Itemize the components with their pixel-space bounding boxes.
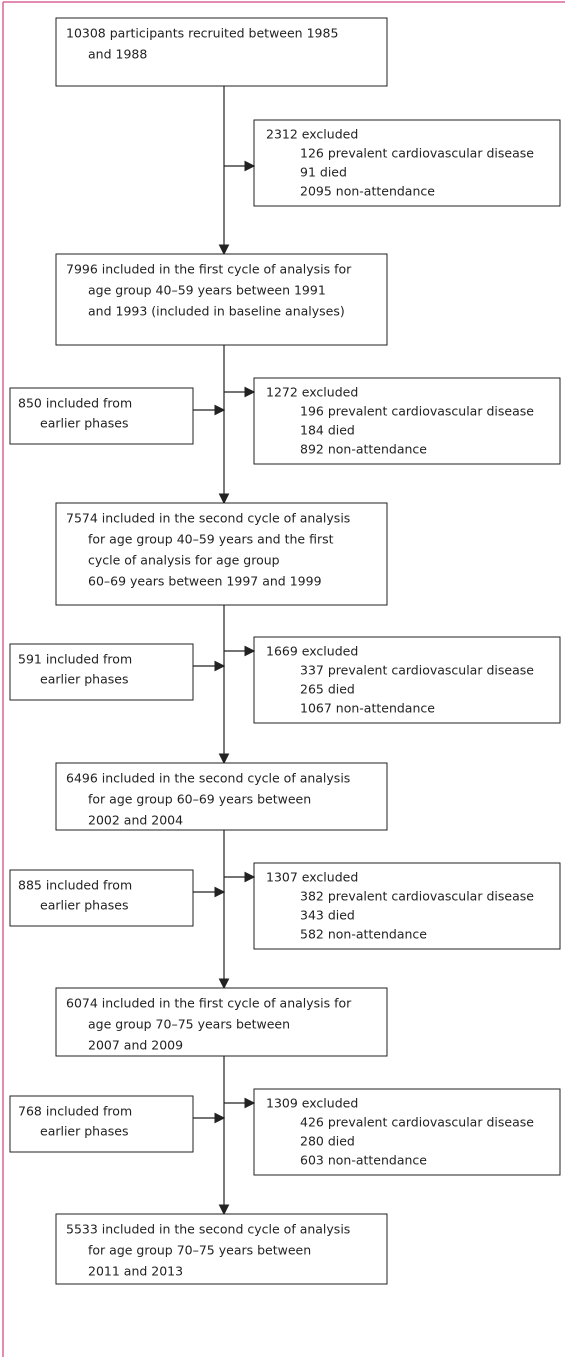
main-box (55, 17, 388, 87)
box-text: 126 prevalent cardiovascular disease (300, 146, 534, 161)
box-text: 91 died (300, 165, 347, 180)
box-text: 2095 non-attendance (300, 184, 435, 199)
box-text: 850 included from (18, 396, 132, 411)
main-box (55, 987, 388, 1057)
box-text: 6496 included in the second cycle of ana… (66, 771, 350, 786)
box-text: 184 died (300, 423, 355, 438)
box-text: 5533 included in the second cycle of ana… (66, 1222, 350, 1237)
box-text: 1309 excluded (266, 1096, 358, 1111)
box-text: 1272 excluded (266, 385, 358, 400)
box-text: 337 prevalent cardiovascular disease (300, 663, 534, 678)
main-box (55, 762, 388, 831)
excluded-box (253, 636, 561, 724)
included-box (9, 643, 194, 701)
box-text: 426 prevalent cardiovascular disease (300, 1115, 534, 1130)
box-text: 591 included from (18, 652, 132, 667)
excluded-box (253, 377, 561, 465)
box-text: 196 prevalent cardiovascular disease (300, 404, 534, 419)
box-text: earlier phases (40, 416, 128, 431)
included-box (9, 1095, 194, 1153)
box-text: 892 non-attendance (300, 442, 427, 457)
box-text: 603 non-attendance (300, 1153, 427, 1168)
box-text: 582 non-attendance (300, 927, 427, 942)
box-text: age group 70–75 years between (88, 1017, 290, 1032)
box-text: for age group 40–59 years and the first (88, 532, 334, 547)
box-text: 382 prevalent cardiovascular disease (300, 889, 534, 904)
box-text: 2011 and 2013 (88, 1264, 183, 1279)
box-text: 7996 included in the first cycle of anal… (66, 262, 352, 277)
box-text: 2007 and 2009 (88, 1038, 183, 1053)
box-text: 1067 non-attendance (300, 701, 435, 716)
box-text: 1307 excluded (266, 870, 358, 885)
excluded-box (253, 119, 561, 207)
box-text: for age group 70–75 years between (88, 1243, 311, 1258)
box-text: 7574 included in the second cycle of ana… (66, 511, 350, 526)
box-text: 6074 included in the first cycle of anal… (66, 996, 352, 1011)
box-text: 1669 excluded (266, 644, 358, 659)
box-text: 768 included from (18, 1104, 132, 1119)
box-text: cycle of analysis for age group (88, 553, 280, 568)
included-box (9, 869, 194, 927)
box-text: 343 died (300, 908, 355, 923)
box-text: earlier phases (40, 1124, 128, 1139)
box-text: 60–69 years between 1997 and 1999 (88, 574, 322, 589)
box-text: 10308 participants recruited between 198… (66, 26, 338, 41)
main-box (55, 1213, 388, 1285)
box-text: age group 40–59 years between 1991 (88, 283, 326, 298)
box-text: for age group 60–69 years between (88, 792, 311, 807)
main-box (55, 253, 388, 346)
box-text: 2312 excluded (266, 127, 358, 142)
excluded-box (253, 862, 561, 950)
excluded-box (253, 1088, 561, 1176)
included-box (9, 387, 194, 445)
box-text: and 1993 (included in baseline analyses) (88, 304, 345, 319)
box-text: earlier phases (40, 672, 128, 687)
box-text: 265 died (300, 682, 355, 697)
box-text: 2002 and 2004 (88, 813, 183, 828)
box-text: and 1988 (88, 47, 147, 62)
main-box (55, 502, 388, 606)
box-text: earlier phases (40, 898, 128, 913)
box-text: 885 included from (18, 878, 132, 893)
box-text: 280 died (300, 1134, 355, 1149)
